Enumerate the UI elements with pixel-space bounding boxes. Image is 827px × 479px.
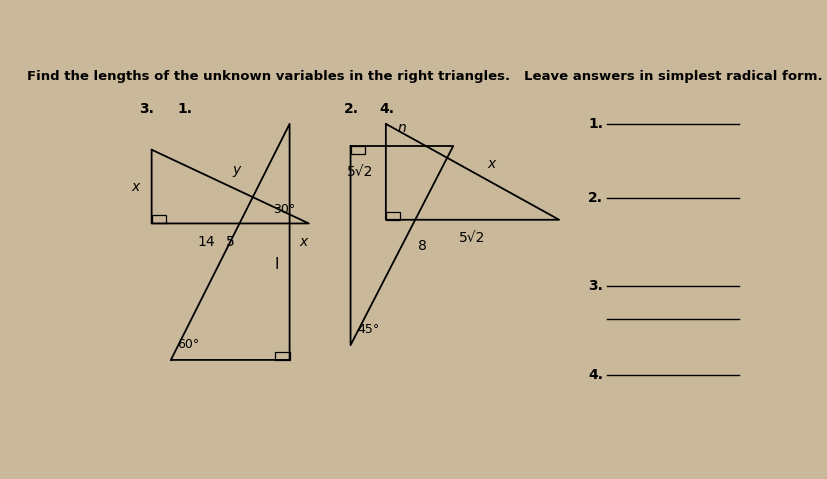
Text: y: y bbox=[232, 163, 241, 177]
Text: x: x bbox=[487, 158, 495, 171]
Text: 1.: 1. bbox=[177, 102, 192, 116]
Text: 1.: 1. bbox=[587, 117, 602, 131]
Text: x: x bbox=[299, 235, 308, 249]
Text: n: n bbox=[397, 121, 406, 135]
Text: 5: 5 bbox=[226, 235, 234, 249]
Text: 5√2: 5√2 bbox=[347, 165, 373, 179]
Text: 3.: 3. bbox=[587, 279, 602, 293]
Text: 45°: 45° bbox=[356, 323, 379, 336]
Text: 8: 8 bbox=[418, 239, 426, 252]
Text: I: I bbox=[275, 257, 279, 272]
Text: 2.: 2. bbox=[344, 102, 359, 116]
Text: 3.: 3. bbox=[139, 102, 154, 116]
Text: 60°: 60° bbox=[177, 338, 199, 351]
Text: 4.: 4. bbox=[379, 102, 394, 116]
Text: 4.: 4. bbox=[587, 368, 602, 382]
Text: Find the lengths of the unknown variables in the right triangles.   Leave answer: Find the lengths of the unknown variable… bbox=[26, 70, 821, 83]
Text: x: x bbox=[131, 180, 140, 194]
Text: 5√2: 5√2 bbox=[459, 231, 485, 245]
Text: 30°: 30° bbox=[273, 203, 295, 216]
Text: 14: 14 bbox=[197, 235, 214, 249]
Text: 2.: 2. bbox=[587, 191, 602, 205]
